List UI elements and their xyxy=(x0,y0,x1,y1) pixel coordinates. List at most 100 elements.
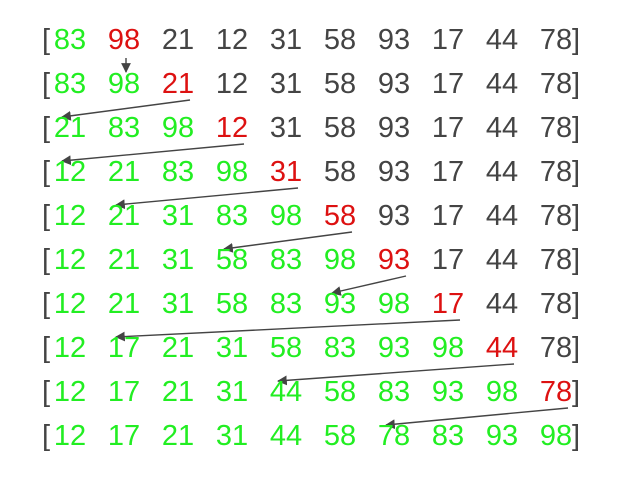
array-value: 58 xyxy=(269,332,303,364)
array-value: 98 xyxy=(215,156,249,188)
array-value: 31 xyxy=(215,376,249,408)
array-value: 98 xyxy=(161,112,195,144)
array-value: 44 xyxy=(485,112,519,144)
array-value: 17 xyxy=(431,200,465,232)
array-value: 83 xyxy=(215,200,249,232)
array-value: 44 xyxy=(485,68,519,100)
array-value: 17 xyxy=(107,420,141,452)
open-bracket: [ xyxy=(42,24,51,56)
array-value: 44 xyxy=(485,332,519,364)
array-value: 93 xyxy=(377,112,411,144)
array-value: 12 xyxy=(53,200,87,232)
array-value: 83 xyxy=(161,156,195,188)
array-value: 31 xyxy=(269,68,303,100)
array-value: 98 xyxy=(539,420,573,452)
array-row: [12 21 83 98 31 58 93 17 44 78] xyxy=(0,150,623,194)
array-value: 58 xyxy=(323,112,357,144)
array-value: 98 xyxy=(107,24,141,56)
array-value: 17 xyxy=(107,376,141,408)
array-value: 12 xyxy=(215,24,249,56)
open-bracket: [ xyxy=(42,68,51,100)
array-value: 93 xyxy=(377,24,411,56)
array-value: 98 xyxy=(431,332,465,364)
open-bracket: [ xyxy=(42,244,51,276)
array-value: 83 xyxy=(53,24,87,56)
array-value: 17 xyxy=(107,332,141,364)
array-value: 93 xyxy=(431,376,465,408)
array-value: 83 xyxy=(431,420,465,452)
array-row: [21 83 98 12 31 58 93 17 44 78] xyxy=(0,106,623,150)
open-bracket: [ xyxy=(42,200,51,232)
array-value: 12 xyxy=(53,332,87,364)
array-value: 12 xyxy=(53,156,87,188)
array-value: 58 xyxy=(323,420,357,452)
array-value: 93 xyxy=(377,244,411,276)
array-value: 58 xyxy=(215,244,249,276)
close-bracket: ] xyxy=(572,68,581,100)
array-value: 12 xyxy=(53,420,87,452)
array-value: 31 xyxy=(215,332,249,364)
array-value: 98 xyxy=(323,244,357,276)
array-value: 21 xyxy=(107,200,141,232)
array-value: 78 xyxy=(539,244,573,276)
array-value: 78 xyxy=(377,420,411,452)
open-bracket: [ xyxy=(42,332,51,364)
array-value: 58 xyxy=(323,156,357,188)
array-value: 78 xyxy=(539,332,573,364)
array-value: 12 xyxy=(215,68,249,100)
array-value: 31 xyxy=(161,244,195,276)
array-value: 98 xyxy=(485,376,519,408)
array-value: 58 xyxy=(323,68,357,100)
array-value: 21 xyxy=(161,420,195,452)
array-value: 44 xyxy=(269,376,303,408)
array-value: 58 xyxy=(323,376,357,408)
array-value: 21 xyxy=(107,156,141,188)
array-value: 78 xyxy=(539,112,573,144)
close-bracket: ] xyxy=(572,112,581,144)
array-value: 17 xyxy=(431,288,465,320)
array-value: 83 xyxy=(269,288,303,320)
open-bracket: [ xyxy=(42,376,51,408)
array-row: [12 17 21 31 44 58 78 83 93 98] xyxy=(0,414,623,458)
array-row: [12 17 21 31 44 58 83 93 98 78] xyxy=(0,370,623,414)
array-value: 21 xyxy=(161,332,195,364)
array-value: 21 xyxy=(107,244,141,276)
array-value: 78 xyxy=(539,288,573,320)
array-value: 12 xyxy=(53,244,87,276)
array-value: 83 xyxy=(377,376,411,408)
open-bracket: [ xyxy=(42,420,51,452)
close-bracket: ] xyxy=(572,200,581,232)
array-value: 93 xyxy=(377,200,411,232)
array-value: 31 xyxy=(269,156,303,188)
close-bracket: ] xyxy=(572,332,581,364)
close-bracket: ] xyxy=(572,288,581,320)
array-row: [12 21 31 58 83 93 98 17 44 78] xyxy=(0,282,623,326)
array-value: 17 xyxy=(431,24,465,56)
array-value: 31 xyxy=(269,112,303,144)
close-bracket: ] xyxy=(572,420,581,452)
array-value: 21 xyxy=(53,112,87,144)
array-value: 21 xyxy=(107,288,141,320)
close-bracket: ] xyxy=(572,376,581,408)
array-value: 17 xyxy=(431,244,465,276)
array-value: 58 xyxy=(323,24,357,56)
array-value: 31 xyxy=(215,420,249,452)
array-value: 44 xyxy=(485,244,519,276)
array-row: [83 98 21 12 31 58 93 17 44 78] xyxy=(0,62,623,106)
array-value: 83 xyxy=(269,244,303,276)
array-value: 98 xyxy=(107,68,141,100)
array-value: 83 xyxy=(107,112,141,144)
array-value: 93 xyxy=(323,288,357,320)
array-value: 78 xyxy=(539,376,573,408)
array-row: [12 21 31 83 98 58 93 17 44 78] xyxy=(0,194,623,238)
array-value: 78 xyxy=(539,24,573,56)
array-value: 83 xyxy=(53,68,87,100)
array-value: 58 xyxy=(323,200,357,232)
close-bracket: ] xyxy=(572,244,581,276)
array-value: 44 xyxy=(485,200,519,232)
array-value: 17 xyxy=(431,68,465,100)
array-value: 21 xyxy=(161,68,195,100)
open-bracket: [ xyxy=(42,156,51,188)
array-value: 21 xyxy=(161,376,195,408)
